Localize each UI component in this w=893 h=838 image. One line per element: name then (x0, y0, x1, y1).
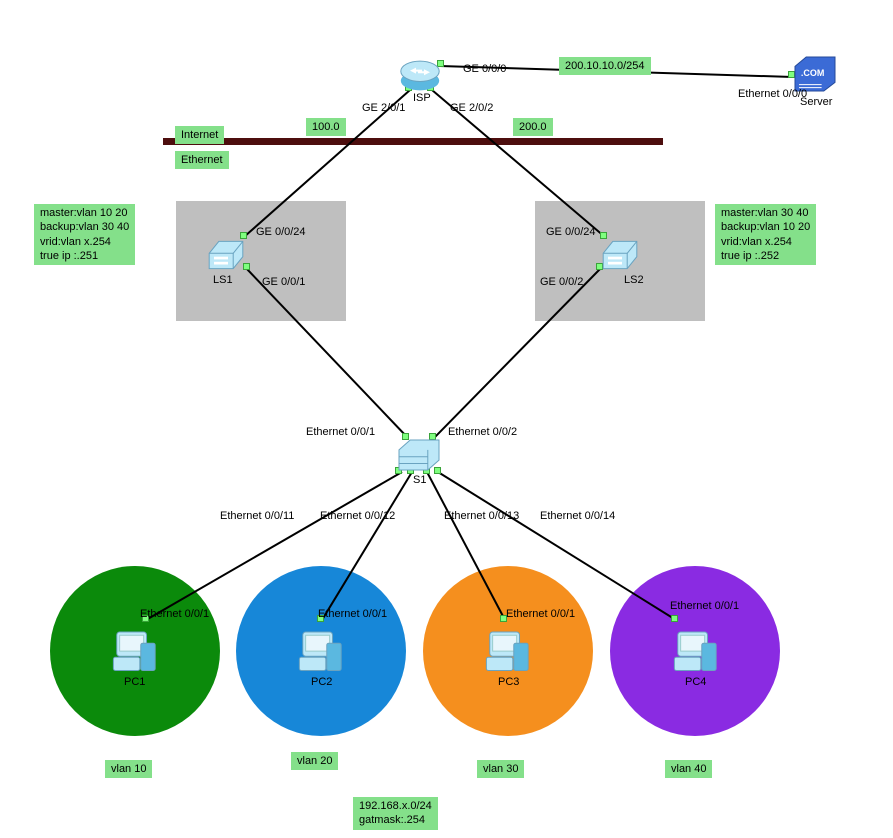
network-link (433, 267, 601, 438)
ls1-label: LS1 (213, 274, 233, 286)
demarcation-bar (163, 138, 663, 145)
s1-e001-port-label: Ethernet 0/0/1 (306, 426, 375, 438)
pc1-label: PC1 (124, 676, 145, 688)
subnet-label: 192.168.x.0/24 gatmask:.254 (353, 797, 438, 830)
pc3-icon (484, 630, 532, 674)
vlan10-label: vlan 10 (105, 760, 152, 778)
ls2-label: LS2 (624, 274, 644, 286)
ls2-note-label: master:vlan 30 40 backup:vlan 10 20 vrid… (715, 204, 816, 265)
isp-router-icon (400, 57, 440, 91)
s1-switch-icon (397, 438, 441, 472)
ls1-ge001-port-label: GE 0/0/1 (262, 276, 305, 288)
pc3-e001-port-label: Ethernet 0/0/1 (506, 608, 575, 620)
pc3-label: PC3 (498, 676, 519, 688)
ls2-ge0024-port-label: GE 0/0/24 (546, 226, 596, 238)
s1-e0011-port-label: Ethernet 0/0/11 (220, 510, 294, 522)
ls1-note-label: master:vlan 10 20 backup:vlan 30 40 vrid… (34, 204, 135, 265)
vlan20-label: vlan 20 (291, 752, 338, 770)
ls1-ge0024-port-label: GE 0/0/24 (256, 226, 306, 238)
right-val-label: 200.0 (513, 118, 553, 136)
internet-label: Internet (175, 126, 224, 144)
isp-label: ISP (413, 92, 431, 104)
s1-e002-port-label: Ethernet 0/0/2 (448, 426, 517, 438)
s1-label: S1 (413, 474, 426, 486)
pc2-icon (297, 630, 345, 674)
pc1-e001-port-label: Ethernet 0/0/1 (140, 608, 209, 620)
ls2-switch-icon (600, 238, 640, 272)
ls2-ge002-port-label: GE 0/0/2 (540, 276, 583, 288)
s1-e0012-port-label: Ethernet 0/0/12 (320, 510, 395, 522)
isp-ge202-port-label: GE 2/0/2 (450, 102, 493, 114)
s1-e0013-port-label: Ethernet 0/0/13 (444, 510, 519, 522)
s1-e0014-port-label: Ethernet 0/0/14 (540, 510, 615, 522)
vlan30-label: vlan 30 (477, 760, 524, 778)
isp-ge201-port-label: GE 2/0/1 (362, 102, 405, 114)
port-dot (671, 615, 678, 622)
pc2-e001-port-label: Ethernet 0/0/1 (318, 608, 387, 620)
isp-ge000-port-label: GE 0/0/0 (463, 63, 506, 75)
server-e000-port-label: Ethernet 0/0/0 (738, 88, 807, 100)
left-val-label: 100.0 (306, 118, 346, 136)
ethernet-label: Ethernet (175, 151, 229, 169)
svg-text:.COM: .COM (801, 68, 825, 78)
net-top-label: 200.10.10.0/254 (559, 57, 651, 75)
vlan40-label: vlan 40 (665, 760, 712, 778)
pc4-e001-port-label: Ethernet 0/0/1 (670, 600, 739, 612)
pc4-label: PC4 (685, 676, 706, 688)
pc2-label: PC2 (311, 676, 332, 688)
server-label: Server (800, 96, 832, 108)
ls1-switch-icon (206, 238, 246, 272)
pc1-icon (111, 630, 159, 674)
pc4-icon (672, 630, 720, 674)
